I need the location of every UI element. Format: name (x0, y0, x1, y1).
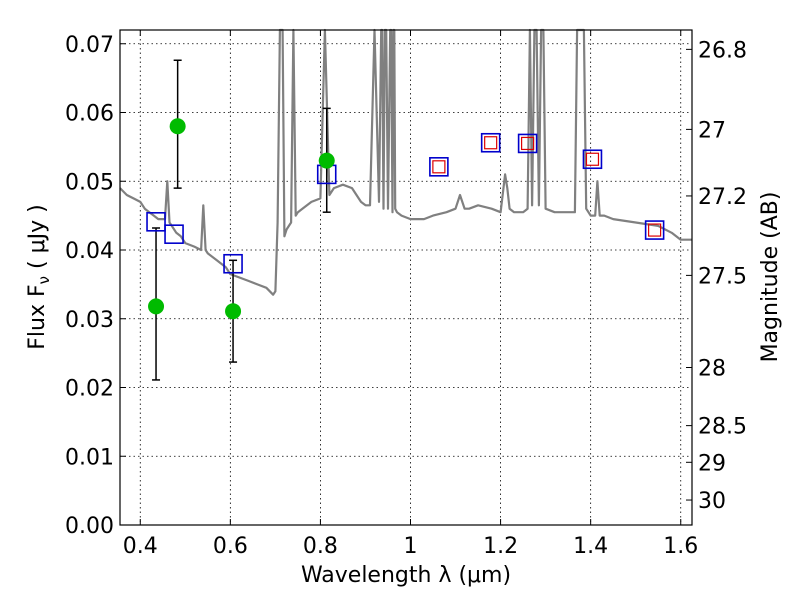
x-tick-label: 1.6 (663, 534, 698, 559)
spectrum-layer (120, 30, 692, 295)
green-point (148, 298, 164, 314)
errorbar-layer (152, 60, 331, 380)
spectrum-line (120, 30, 692, 295)
mag-tick-label: 27.5 (698, 264, 747, 289)
green-point (319, 153, 335, 169)
y-axis-title: Flux Fν ( μJy ) (25, 204, 53, 349)
mag-tick-label: 28 (698, 357, 726, 382)
mag-tick-label: 27.2 (698, 185, 747, 210)
green-point (170, 118, 186, 134)
y-tick-label: 0.04 (65, 239, 114, 264)
y-tick-label: 0.00 (65, 514, 114, 539)
mag-tick-label: 27 (698, 118, 726, 143)
red-square-point (485, 137, 497, 149)
ticks (120, 30, 692, 525)
y-tick-label: 0.03 (65, 308, 114, 333)
y-tick-label: 0.06 (65, 102, 114, 127)
mag-tick-label: 28.5 (698, 415, 747, 440)
x-tick-label: 0.4 (123, 534, 158, 559)
y2-axis-title: Magnitude (AB) (758, 192, 783, 363)
x-tick-label: 1.4 (573, 534, 608, 559)
y-tick-label: 0.07 (65, 33, 114, 58)
tick-labels: 0.4 0.6 0.8 1 1.2 1.4 1.6 0.00 0.01 0.02 0.03 0.04 0… (65, 33, 747, 559)
mag-tick-label: 26.8 (698, 38, 747, 63)
grid (120, 30, 692, 525)
mag-tick-label: 30 (698, 489, 726, 514)
flux-chart: 0.4 0.6 0.8 1 1.2 1.4 1.6 0.00 0.01 0.02 0.03 0.04 0… (0, 0, 800, 600)
mag-tick-label: 29 (698, 451, 726, 476)
y-tick-label: 0.02 (65, 377, 114, 402)
x-tick-label: 0.6 (213, 534, 248, 559)
y-axis-title-sub: ν (35, 276, 53, 284)
green-point (225, 303, 241, 319)
y-axis-title-unit: ( μJy ) (25, 204, 50, 276)
red-square-point (586, 153, 598, 165)
x-tick-label: 1 (404, 534, 418, 559)
plot-frame (120, 30, 692, 525)
y-tick-label: 0.01 (65, 445, 114, 470)
y-axis-title-main: Flux F (25, 284, 50, 349)
y-tick-label: 0.05 (65, 170, 114, 195)
x-tick-label: 0.8 (303, 534, 338, 559)
x-tick-label: 1.2 (483, 534, 518, 559)
x-axis-title: Wavelength λ (μm) (301, 563, 511, 588)
red-square-point (433, 161, 445, 173)
